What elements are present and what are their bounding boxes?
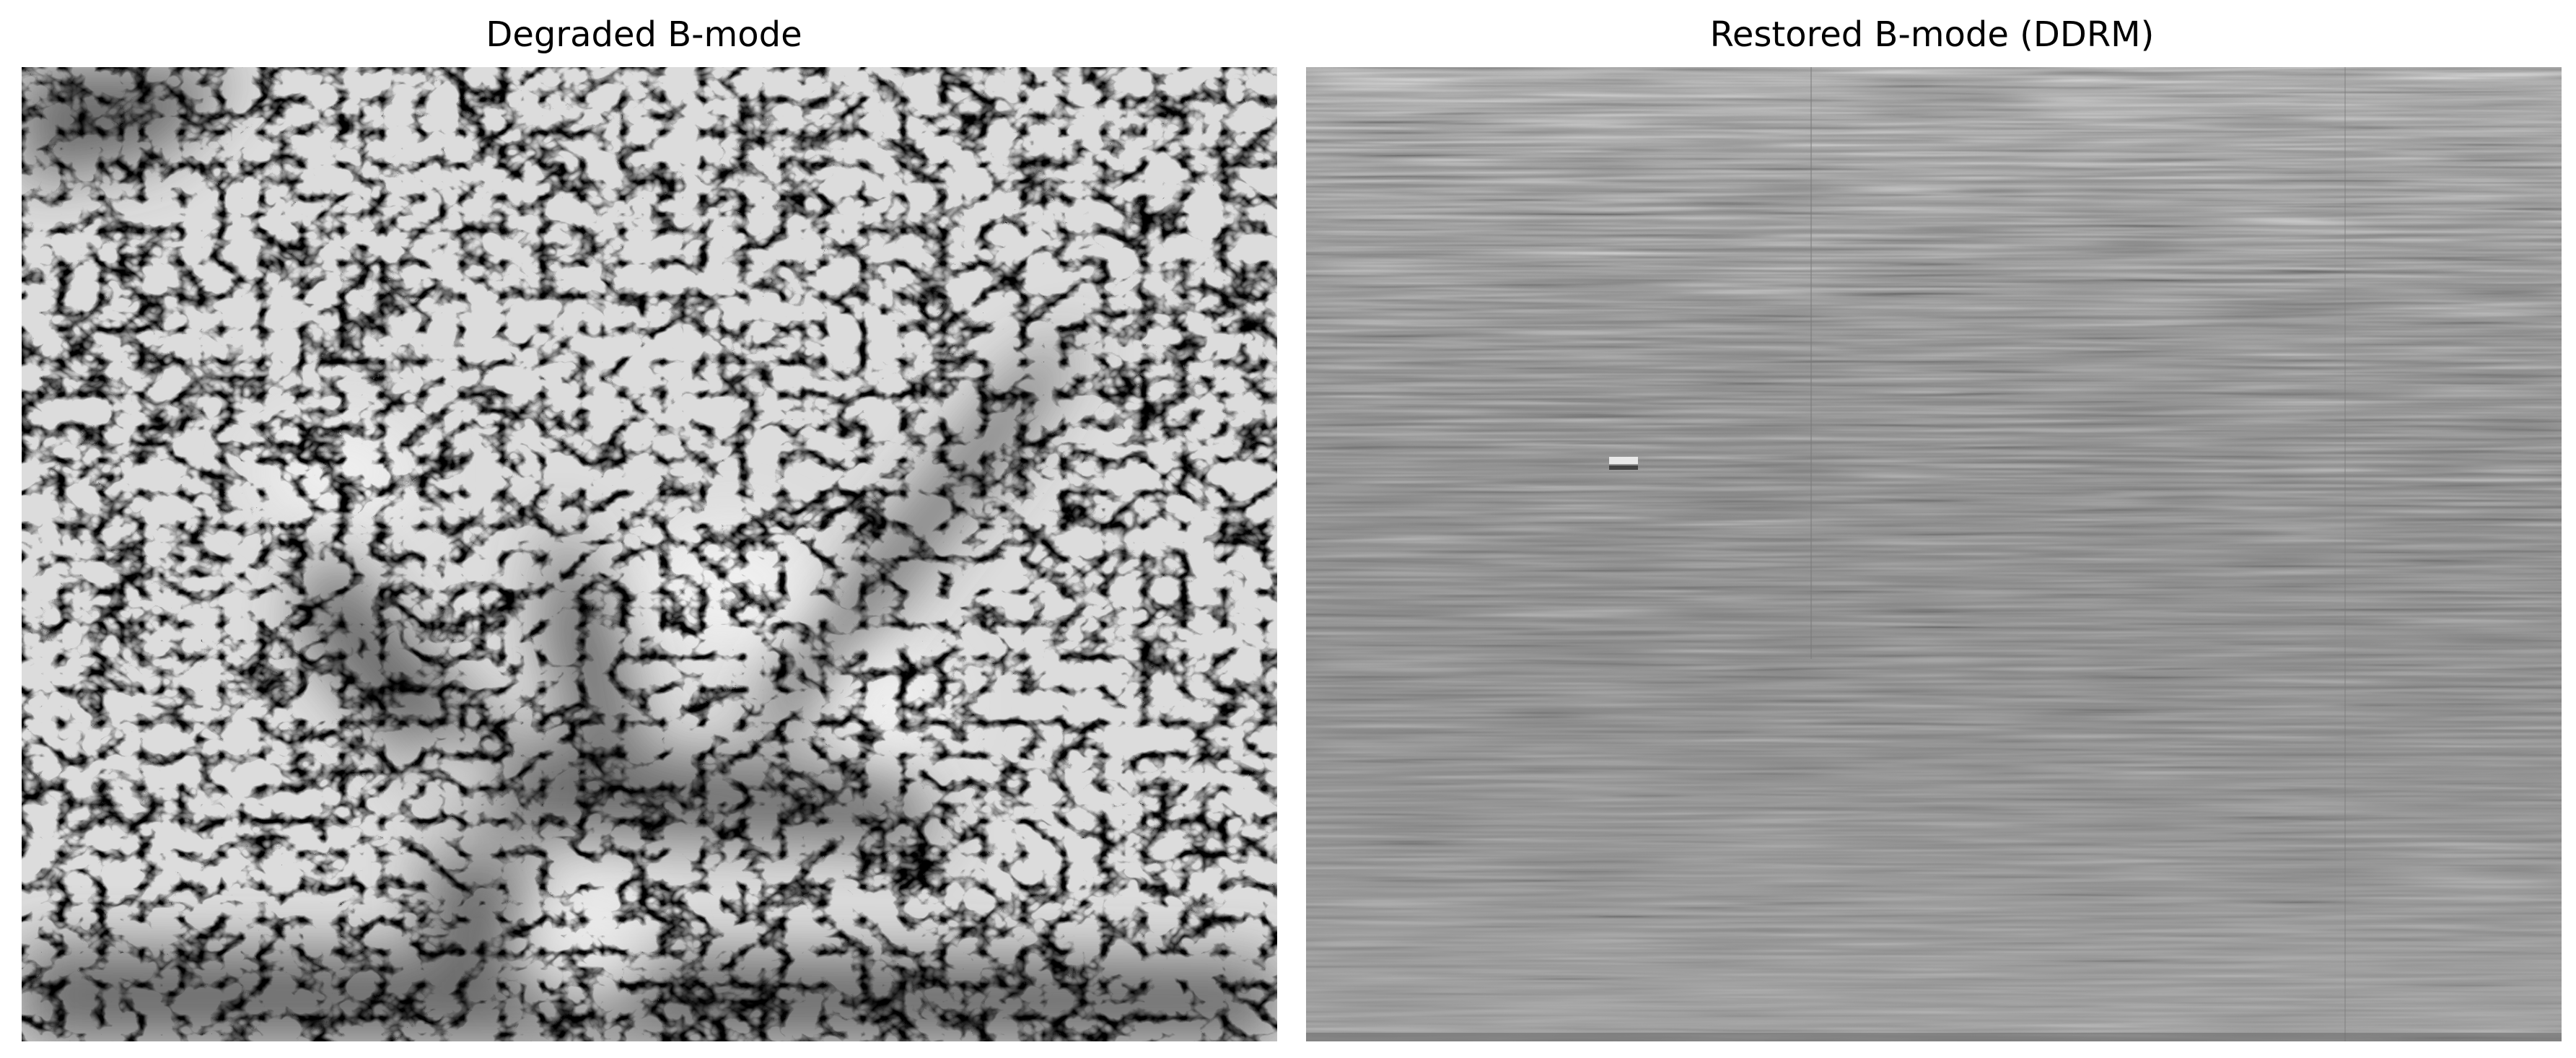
restored-image-svg: [1306, 67, 2562, 1041]
restored-bmode-image: [1306, 67, 2562, 1041]
restored-panel: Restored B-mode (DDRM): [1288, 0, 2576, 1058]
restored-title: Restored B-mode (DDRM): [1709, 14, 2155, 55]
degraded-title: Degraded B-mode: [486, 14, 802, 55]
degraded-image-svg: [22, 67, 1277, 1041]
degraded-bmode-image: [22, 67, 1277, 1041]
degraded-panel: Degraded B-mode: [22, 14, 1277, 1041]
